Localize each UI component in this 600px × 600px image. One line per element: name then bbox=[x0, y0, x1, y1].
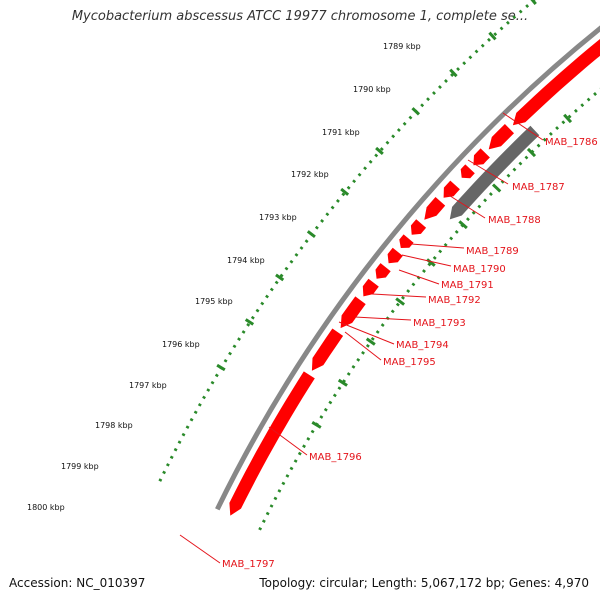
gene-label[interactable]: MAB_1792 bbox=[428, 295, 481, 306]
inner-tick-ring bbox=[258, 87, 600, 531]
major-tick bbox=[526, 147, 537, 158]
gene-label[interactable]: MAB_1795 bbox=[383, 357, 436, 368]
leader-line bbox=[398, 269, 440, 285]
topology-text: Topology: circular; Length: 5,067,172 bp… bbox=[259, 576, 589, 590]
gene-label[interactable]: MAB_1787 bbox=[512, 182, 565, 193]
major-tick bbox=[311, 421, 322, 429]
gene-arrow bbox=[512, 38, 600, 126]
gene-arrow bbox=[410, 219, 427, 235]
kbp-label: 1790 kbp bbox=[353, 85, 391, 94]
outer-tick-ring bbox=[158, 0, 537, 482]
gene-arrow bbox=[340, 296, 366, 329]
major-tick bbox=[337, 378, 348, 387]
leader-line bbox=[268, 426, 308, 456]
gene-label[interactable]: MAB_1789 bbox=[466, 246, 519, 257]
gene-arrow bbox=[399, 234, 414, 248]
gene-arrow bbox=[424, 197, 446, 220]
leader-line bbox=[446, 193, 486, 219]
gene-arrow bbox=[473, 148, 490, 166]
major-tick bbox=[275, 273, 285, 282]
kbp-label: 1798 kbp bbox=[95, 421, 133, 430]
leader-line bbox=[401, 254, 452, 267]
kbp-label: 1791 kbp bbox=[322, 128, 360, 137]
major-tick bbox=[244, 318, 255, 326]
leader-line bbox=[344, 331, 382, 361]
gene-arrow bbox=[443, 180, 460, 198]
major-tick bbox=[449, 68, 458, 78]
gene-label[interactable]: MAB_1797 bbox=[222, 559, 275, 570]
kbp-label: 1796 kbp bbox=[162, 340, 200, 349]
major-tick bbox=[411, 107, 421, 116]
major-tick bbox=[375, 146, 384, 156]
gene-arrow bbox=[460, 164, 475, 179]
kbp-label: 1797 kbp bbox=[129, 381, 167, 390]
gene-label[interactable]: MAB_1788 bbox=[488, 215, 541, 226]
kbp-label: 1792 kbp bbox=[291, 170, 329, 179]
kbp-label: 1794 kbp bbox=[227, 256, 265, 265]
major-tick bbox=[365, 337, 376, 346]
gene-track bbox=[229, 38, 600, 516]
map-title: Mycobacterium abscessus ATCC 19977 chrom… bbox=[71, 9, 529, 24]
backbone-ring bbox=[215, 25, 600, 511]
gene-arrow bbox=[387, 247, 403, 264]
leader-line bbox=[371, 293, 427, 298]
leader-line bbox=[179, 534, 221, 564]
gene-label[interactable]: MAB_1793 bbox=[413, 318, 466, 329]
leader-line bbox=[338, 321, 395, 345]
major-ticks bbox=[216, 0, 573, 429]
major-tick bbox=[491, 183, 502, 193]
major-tick bbox=[458, 220, 468, 230]
gene-label[interactable]: MAB_1786 bbox=[545, 137, 598, 148]
major-tick bbox=[563, 113, 573, 124]
kbp-label: 1789 kbp bbox=[383, 42, 421, 51]
leader-line bbox=[467, 159, 509, 185]
gene-label[interactable]: MAB_1790 bbox=[453, 264, 506, 275]
accession-text: Accession: NC_010397 bbox=[9, 576, 146, 590]
major-tick bbox=[216, 363, 226, 372]
gene-label[interactable]: MAB_1791 bbox=[441, 280, 494, 291]
gene-label[interactable]: MAB_1794 bbox=[396, 340, 449, 351]
gene-arrow bbox=[449, 125, 540, 220]
major-tick bbox=[340, 187, 350, 196]
gene-arrow bbox=[362, 278, 379, 297]
gene-arrow bbox=[229, 371, 315, 516]
leader-line bbox=[354, 316, 412, 321]
gene-label[interactable]: MAB_1796 bbox=[309, 452, 362, 463]
label-leaders bbox=[179, 112, 544, 564]
leader-line bbox=[502, 112, 544, 141]
gene-arrow bbox=[311, 328, 344, 371]
kbp-label: 1795 kbp bbox=[195, 297, 233, 306]
gene-arrow bbox=[375, 263, 391, 279]
gene-arrow bbox=[488, 124, 514, 150]
kbp-label: 1800 kbp bbox=[27, 503, 65, 512]
kbp-label: 1793 kbp bbox=[259, 213, 297, 222]
major-tick bbox=[530, 0, 537, 5]
major-tick bbox=[306, 230, 316, 238]
major-tick bbox=[395, 297, 406, 306]
leader-line bbox=[410, 243, 465, 249]
kbp-label: 1799 kbp bbox=[61, 462, 99, 471]
major-tick bbox=[488, 31, 497, 41]
